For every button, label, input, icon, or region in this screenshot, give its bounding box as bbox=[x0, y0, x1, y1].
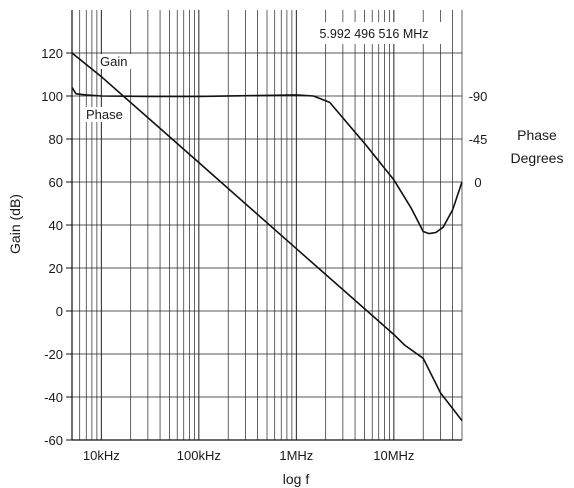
annotation-box bbox=[299, 22, 449, 44]
y-tick-label: 120 bbox=[41, 46, 63, 61]
phase-label-bg bbox=[84, 107, 128, 122]
gain-label-bg bbox=[98, 54, 134, 69]
phase-series-label: Phase bbox=[86, 107, 123, 122]
series-layer bbox=[71, 52, 463, 422]
y-tick-label: -20 bbox=[44, 347, 63, 362]
y-axis-ticks bbox=[66, 10, 462, 441]
x-axis-label: log f bbox=[283, 471, 310, 487]
y-tick-label: 100 bbox=[41, 89, 63, 104]
labels-layer: 120 100 80 60 40 20 0 -20 -40 -60 10kHz 100kHz 1MHz 1… bbox=[41, 46, 487, 463]
y-axis-label: Gain (dB) bbox=[7, 194, 23, 254]
x-tick-label: 10kHz bbox=[83, 448, 120, 463]
x-tick-label: 10MHz bbox=[373, 448, 414, 463]
gain-series-label: Gain bbox=[100, 54, 127, 69]
phase-axis-label-line2: Degrees bbox=[511, 150, 564, 166]
phase-tick-label: -90 bbox=[469, 89, 488, 104]
phase-tick-label: 0 bbox=[474, 175, 481, 190]
y-tick-label: -60 bbox=[44, 433, 63, 448]
phase-axis-label-line1: Phase bbox=[517, 127, 557, 143]
x-tick-label: 100kHz bbox=[177, 448, 221, 463]
frequency-annotation: 5.992 496 516 MHz bbox=[319, 27, 428, 41]
y-tick-label: 80 bbox=[49, 132, 63, 147]
y-tick-label: 40 bbox=[49, 218, 63, 233]
grid bbox=[71, 10, 463, 440]
y-tick-label: 0 bbox=[56, 304, 63, 319]
phase-tick-label: -45 bbox=[469, 132, 488, 147]
x-tick-label: 1MHz bbox=[279, 448, 313, 463]
y-tick-label: 20 bbox=[49, 261, 63, 276]
gain-curve bbox=[71, 52, 463, 422]
y-tick-label: 60 bbox=[49, 175, 63, 190]
y-tick-label: -40 bbox=[44, 390, 63, 405]
phase-curve bbox=[71, 86, 463, 235]
